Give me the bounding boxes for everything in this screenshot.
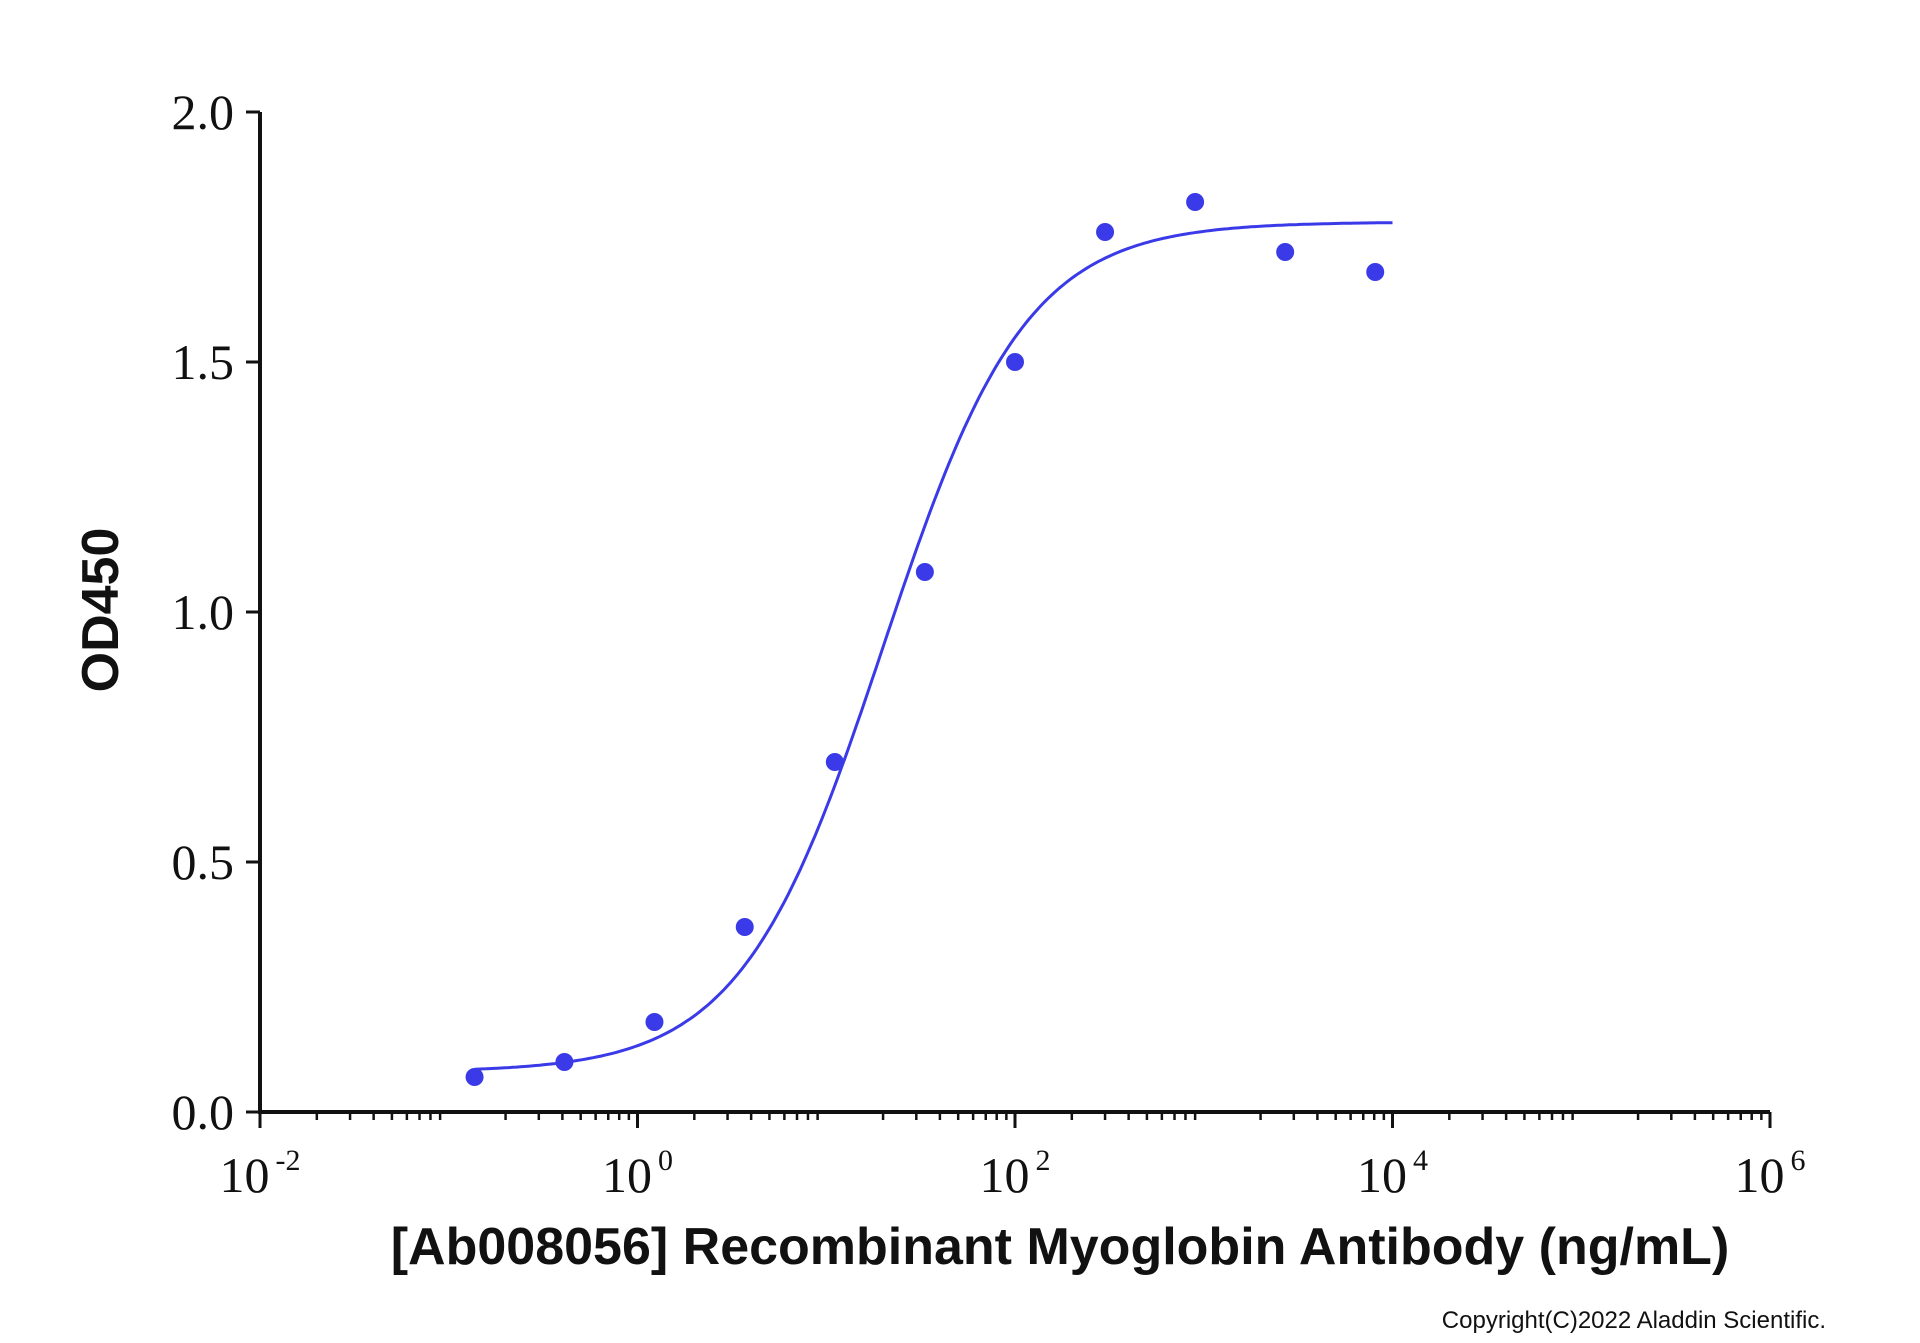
y-tick-label: 1.0 bbox=[172, 584, 235, 640]
data-point bbox=[555, 1053, 574, 1071]
y-tick-label: 0.0 bbox=[172, 1084, 235, 1140]
axes-layer bbox=[258, 112, 1770, 1114]
x-tick-label: 10 0 bbox=[602, 1144, 673, 1203]
y-axis-title: OD450 bbox=[72, 528, 130, 693]
data-point bbox=[915, 563, 934, 581]
y-tick-label: 1.5 bbox=[172, 334, 235, 390]
y-tick-label: 0.5 bbox=[172, 834, 235, 890]
ticks-layer: 0.0 0.5 1.0 1.5 2.0 10 -2 10 0 10 2 10 4 10 6 bbox=[172, 84, 1806, 1203]
y-tick-label: 2.0 bbox=[172, 84, 235, 140]
data-points-layer bbox=[465, 193, 1385, 1086]
data-point bbox=[465, 1068, 484, 1086]
data-point bbox=[645, 1013, 664, 1031]
x-tick-label: 10 6 bbox=[1735, 1144, 1806, 1203]
x-tick-label: 10 4 bbox=[1357, 1144, 1428, 1203]
copyright-text: Copyright(C)2022 Aladdin Scientific. bbox=[1442, 1307, 1826, 1334]
data-point bbox=[1186, 193, 1205, 211]
x-tick-label: 10 2 bbox=[980, 1144, 1051, 1203]
data-point bbox=[1366, 263, 1385, 281]
x-tick-label: 10 -2 bbox=[220, 1144, 301, 1203]
data-point bbox=[1096, 223, 1115, 241]
x-axis-title: [Ab008056] Recombinant Myoglobin Antibod… bbox=[391, 1218, 1730, 1276]
data-point bbox=[1276, 243, 1295, 261]
data-point bbox=[825, 753, 844, 771]
fit-curve-layer bbox=[474, 221, 1393, 1071]
data-point bbox=[735, 918, 754, 936]
fit-curve bbox=[474, 221, 1393, 1071]
data-point bbox=[1006, 353, 1024, 371]
